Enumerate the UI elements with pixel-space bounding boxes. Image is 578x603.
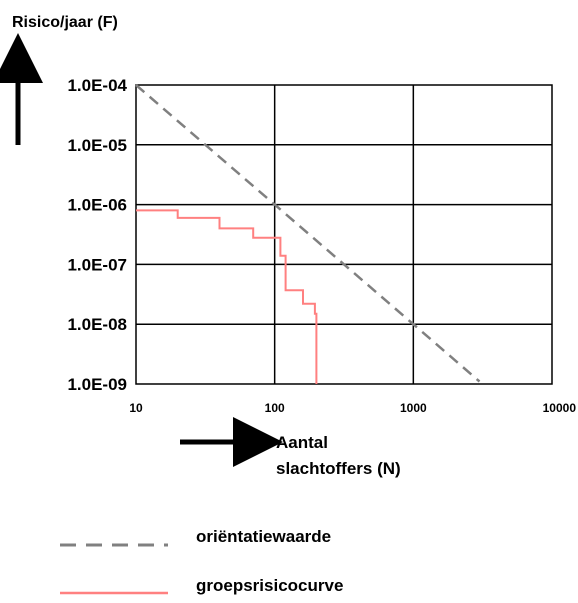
series-layer xyxy=(135,84,481,384)
y-tick-label: 1.0E-05 xyxy=(67,136,127,155)
x-tick-label: 100 xyxy=(265,401,285,415)
x-tick-label: 10 xyxy=(129,401,143,415)
y-tick-label: 1.0E-09 xyxy=(67,375,127,394)
legend-label-orientatiewaarde: oriëntatiewaarde xyxy=(196,527,332,546)
y-tick-label: 1.0E-08 xyxy=(67,315,127,334)
legend xyxy=(60,543,168,595)
y-axis-label: Risico/jaar (F) xyxy=(12,14,118,31)
y-tick-label: 1.0E-07 xyxy=(67,255,127,274)
x-axis-label: Aantal slachtoffers (N) xyxy=(276,433,401,478)
y-tick-label: 1.0E-04 xyxy=(67,76,127,95)
axis-arrows xyxy=(0,33,283,467)
plot-frame xyxy=(135,84,553,385)
legend-label-groepsrisicocurve: groepsrisicocurve xyxy=(196,576,344,595)
x-tick-label: 1000 xyxy=(400,401,427,415)
y-tick-label: 1.0E-06 xyxy=(67,196,127,215)
tick-labels: 1.0E-04 1.0E-05 1.0E-06 1.0E-07 1.0E-08 1.0E-… xyxy=(67,76,576,415)
grid xyxy=(135,84,553,385)
series-line-orientatiewaarde xyxy=(135,84,481,383)
series-line-groepsrisicocurve xyxy=(136,209,318,384)
x-tick-label: 10000 xyxy=(543,401,577,415)
